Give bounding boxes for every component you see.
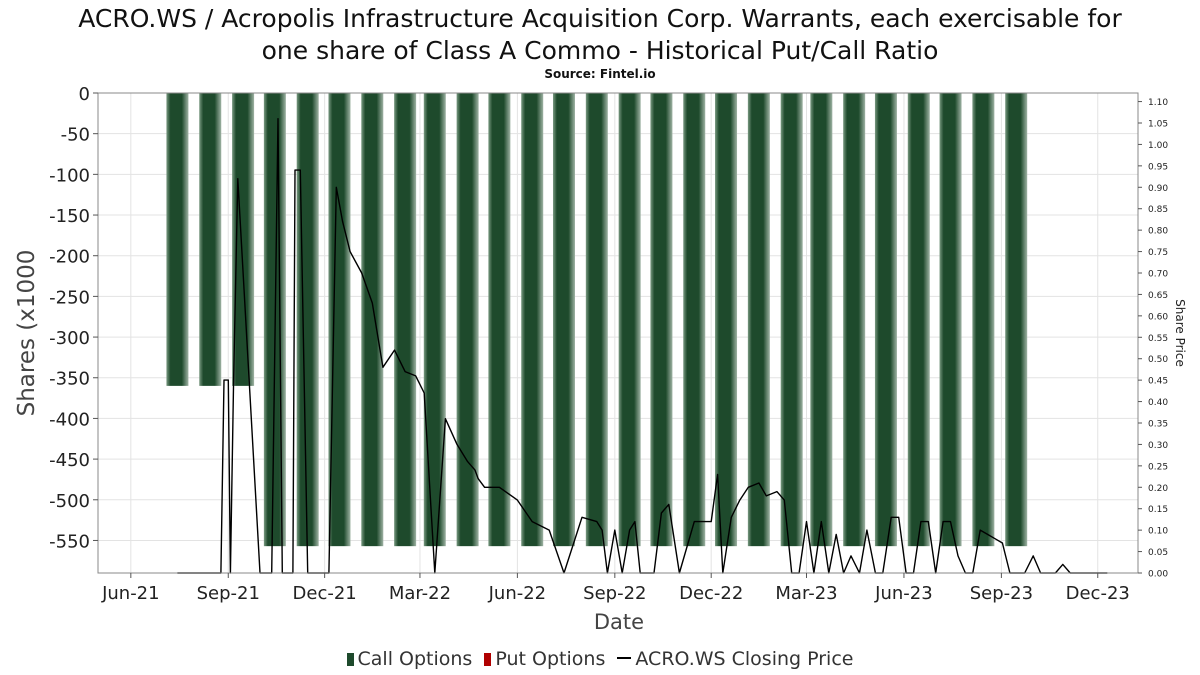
legend-put-swatch	[484, 653, 492, 666]
legend-price-swatch	[617, 657, 632, 659]
y-axis-label: Shares (x1000	[14, 250, 40, 417]
y-tick-label: 0	[79, 84, 90, 105]
y2-tick-label: 0.15	[1148, 505, 1168, 515]
y-tick-label: -450	[49, 450, 90, 471]
call-bar	[939, 93, 962, 547]
y-tick-label: -350	[49, 369, 90, 390]
x-tick-label: Sep-21	[197, 583, 260, 604]
y2-tick-label: 0.05	[1148, 548, 1168, 558]
legend-call: Call Options	[346, 648, 473, 670]
y-tick-label: -50	[61, 125, 90, 146]
call-bar	[1005, 93, 1028, 547]
chart-title-line2: one share of Class A Commo - Historical …	[261, 36, 939, 65]
y-tick-label: -200	[49, 247, 90, 268]
call-bar	[296, 93, 319, 547]
y-tick-label: -250	[49, 287, 90, 308]
y2-tick-label: 0.50	[1148, 355, 1168, 365]
y2-tick-label: 0.30	[1148, 441, 1168, 451]
y2-tick-label: 0.90	[1148, 184, 1168, 194]
call-bar	[328, 93, 351, 547]
legend-put: Put Options	[478, 648, 605, 670]
call-bar	[456, 93, 479, 547]
y-tick-label: -150	[49, 206, 90, 227]
y2-tick-label: 0.40	[1148, 398, 1168, 408]
call-bar	[715, 93, 738, 547]
legend-price: ACRO.WS Closing Price	[611, 648, 853, 670]
call-bar	[232, 93, 255, 386]
x-tick-label: Sep-23	[970, 583, 1033, 604]
call-bar	[972, 93, 995, 547]
y2-tick-label: 0.55	[1148, 334, 1168, 344]
x-tick-label: Dec-21	[293, 583, 357, 604]
call-bar	[843, 93, 866, 547]
x-tick-label: Jun-23	[874, 583, 933, 604]
call-bar	[521, 93, 544, 547]
y-tick-label: -500	[49, 491, 90, 512]
call-bar	[618, 93, 641, 547]
legend-call-label: Call Options	[357, 648, 473, 670]
call-bar	[874, 93, 897, 547]
chart-subtitle: Source: Fintel.io	[544, 67, 656, 81]
legend-price-label: ACRO.WS Closing Price	[635, 648, 854, 670]
call-bar	[907, 93, 930, 547]
call-bar	[810, 93, 833, 547]
y2-tick-label: 0.10	[1148, 527, 1168, 537]
y2-axis-label: Share Price	[1173, 299, 1187, 367]
call-bar	[488, 93, 511, 547]
legend-call-swatch	[346, 653, 354, 666]
y2-tick-label: 0.80	[1148, 227, 1168, 237]
x-tick-label: Dec-23	[1066, 583, 1130, 604]
x-axis-label: Date	[594, 610, 644, 634]
call-bar	[361, 93, 384, 547]
axes: 0 -50 -100 -150 -200 -250 -300 -350 -400 -450 -500…	[49, 84, 1168, 604]
call-bar	[166, 93, 189, 386]
y2-tick-label: 1.10	[1148, 98, 1168, 108]
call-bar	[199, 93, 222, 386]
y2-tick-label: 1.05	[1148, 120, 1168, 130]
y2-tick-label: 0.85	[1148, 205, 1168, 215]
call-bar	[585, 93, 608, 547]
call-bar	[650, 93, 673, 547]
y2-tick-label: 1.00	[1148, 141, 1168, 151]
call-options-bars	[166, 93, 1028, 547]
y-tick-label: -300	[49, 328, 90, 349]
y-tick-label: -100	[49, 165, 90, 186]
x-tick-label: Mar-23	[775, 583, 837, 604]
y2-tick-label: 0.35	[1148, 420, 1168, 430]
y-tick-label: -550	[49, 531, 90, 552]
plot-frame	[97, 92, 1139, 574]
x-tick-label: Sep-22	[583, 583, 646, 604]
y-tick-label: -400	[49, 409, 90, 430]
chart-title-line1: ACRO.WS / Acropolis Infrastructure Acqui…	[78, 4, 1122, 33]
y2-tick-label: 0.25	[1148, 462, 1168, 472]
y2-tick-label: 0.75	[1148, 248, 1168, 258]
legend: Call Options Put Options ACRO.WS Closing…	[0, 648, 1200, 670]
x-tick-label: Jun-21	[101, 583, 160, 604]
call-bar	[683, 93, 706, 547]
x-tick-label: Jun-22	[488, 583, 547, 604]
y2-tick-label: 0.00	[1148, 570, 1168, 580]
call-bar	[552, 93, 575, 547]
y2-tick-label: 0.45	[1148, 377, 1168, 387]
call-bar	[747, 93, 770, 547]
y2-tick-label: 0.20	[1148, 484, 1168, 494]
legend-put-label: Put Options	[495, 648, 606, 670]
y2-tick-label: 0.65	[1148, 291, 1168, 301]
call-bar	[394, 93, 417, 547]
x-tick-label: Mar-22	[389, 583, 451, 604]
call-bar	[423, 93, 446, 547]
call-bar	[780, 93, 803, 547]
y2-tick-label: 0.60	[1148, 312, 1168, 322]
y2-tick-label: 0.95	[1148, 162, 1168, 172]
x-tick-label: Dec-22	[679, 583, 743, 604]
y2-tick-label: 0.70	[1148, 270, 1168, 280]
